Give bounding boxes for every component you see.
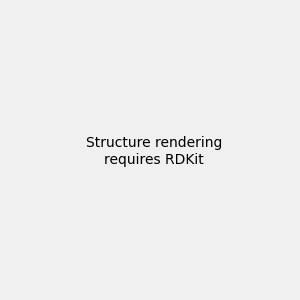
Text: Structure rendering
requires RDKit: Structure rendering requires RDKit [85, 136, 222, 166]
